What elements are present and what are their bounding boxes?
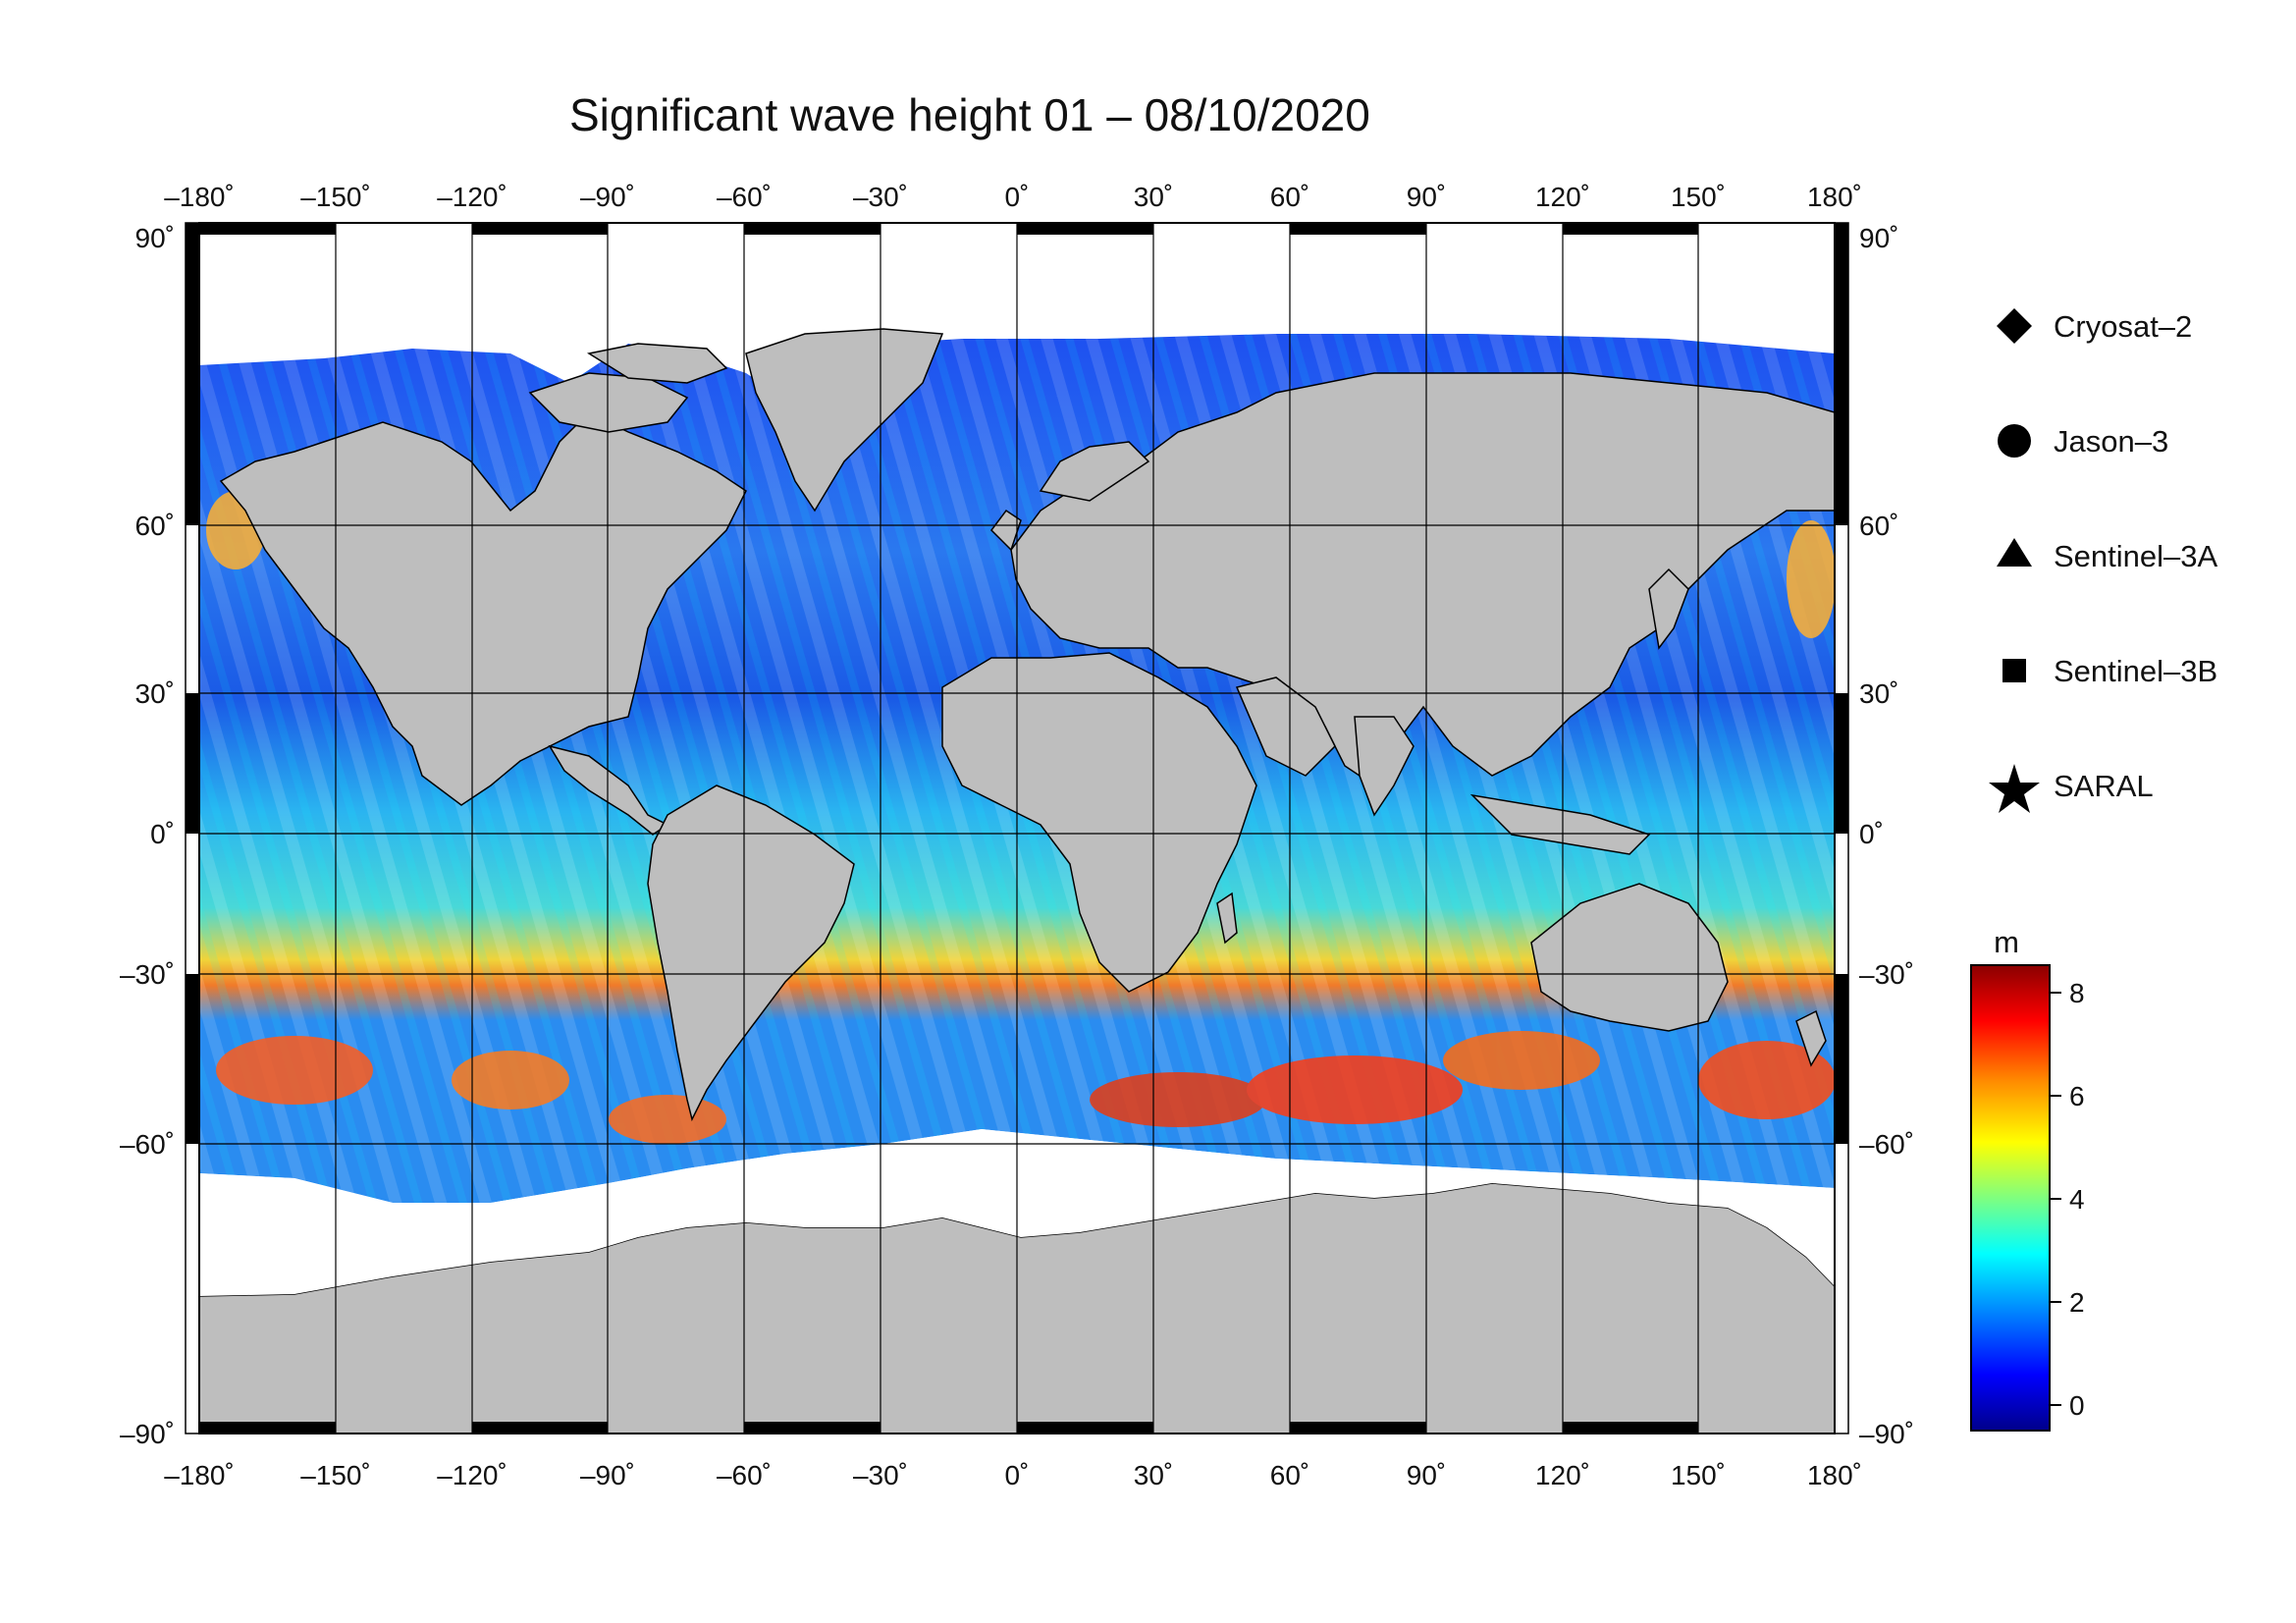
map-frame xyxy=(185,222,1849,1434)
diamond-icon xyxy=(1997,308,2032,344)
lon-tick: 30˚ xyxy=(1134,182,1173,212)
map-body xyxy=(199,223,1835,1434)
star-icon xyxy=(1989,764,2040,813)
lon-tick: –60˚ xyxy=(717,182,772,212)
colorbar-tick: 0 xyxy=(2069,1390,2085,1421)
lon-ticks-bottom: –180˚ –150˚ –120˚ –90˚ –60˚ –30˚ 0˚ 30˚ … xyxy=(164,1460,1862,1490)
lon-tick: 180˚ xyxy=(1807,1460,1862,1490)
map-title: Significant wave height 01 – 08/10/2020 xyxy=(569,89,1370,140)
lon-tick: –60˚ xyxy=(717,1460,772,1490)
lon-tick: 120˚ xyxy=(1535,1460,1590,1490)
lon-tick: –150˚ xyxy=(300,182,371,212)
lon-ticks-top: –180˚ –150˚ –120˚ –90˚ –60˚ –30˚ 0˚ 30˚ … xyxy=(164,182,1862,212)
lat-tick: –60˚ xyxy=(120,1129,175,1160)
lat-tick: 30˚ xyxy=(135,678,175,709)
lat-ticks-left: 90˚ 60˚ 30˚ 0˚ –30˚ –60˚ –90˚ xyxy=(120,223,175,1449)
colorbar-tick: 2 xyxy=(2069,1287,2085,1318)
colorbar-unit: m xyxy=(1994,925,2019,959)
lat-tick: –60˚ xyxy=(1859,1129,1914,1160)
colorbar: m 8 6 4 2 0 xyxy=(1970,925,2085,1432)
legend-label-cryosat: Cryosat–2 xyxy=(2054,309,2192,344)
lon-tick: –120˚ xyxy=(437,182,507,212)
eurasia xyxy=(1010,372,1835,787)
lat-tick: –90˚ xyxy=(1859,1419,1914,1449)
storm-band xyxy=(206,491,1835,1144)
lat-tick: –30˚ xyxy=(120,959,175,990)
lat-tick: 30˚ xyxy=(1859,678,1898,709)
lon-tick: 150˚ xyxy=(1671,182,1726,212)
lat-tick: 60˚ xyxy=(135,511,175,541)
lat-ticks-right: 90˚ 60˚ 30˚ 0˚ –30˚ –60˚ –90˚ xyxy=(1859,223,1914,1449)
north-america xyxy=(219,411,747,806)
lat-tick: –30˚ xyxy=(1859,959,1914,990)
lon-tick: 60˚ xyxy=(1270,1460,1309,1490)
lon-tick: –90˚ xyxy=(580,1460,635,1490)
colorbar-tick: 8 xyxy=(2069,978,2085,1008)
south-america xyxy=(647,784,855,1122)
lon-tick: 150˚ xyxy=(1671,1460,1726,1490)
legend-label-sentinel-3b: Sentinel–3B xyxy=(2054,654,2217,688)
circle-icon xyxy=(1998,424,2031,458)
triangle-icon xyxy=(1997,538,2032,567)
satellite-legend: Cryosat–2 Jason–3 Sentinel–3A Sentinel–3… xyxy=(1989,308,2218,813)
colorbar-tick: 4 xyxy=(2069,1184,2085,1215)
lon-tick: 60˚ xyxy=(1270,182,1309,212)
africa xyxy=(941,652,1257,993)
lon-tick: –90˚ xyxy=(580,182,635,212)
lat-tick: 0˚ xyxy=(1859,819,1884,849)
lat-tick: 90˚ xyxy=(135,223,175,253)
lon-tick: 120˚ xyxy=(1535,182,1590,212)
lon-tick: 30˚ xyxy=(1134,1460,1173,1490)
lon-tick: –150˚ xyxy=(300,1460,371,1490)
lon-tick: –30˚ xyxy=(853,1460,908,1490)
lon-tick: –180˚ xyxy=(164,1460,235,1490)
lon-tick: 90˚ xyxy=(1407,1460,1446,1490)
lat-tick: 90˚ xyxy=(1859,223,1898,253)
square-icon xyxy=(2002,659,2026,682)
graticule xyxy=(199,223,1835,1434)
greenland xyxy=(745,328,944,513)
lon-tick: 0˚ xyxy=(1005,182,1030,212)
lon-tick: 90˚ xyxy=(1407,182,1446,212)
legend-label-sentinel-3a: Sentinel–3A xyxy=(2054,539,2218,573)
lat-tick: –90˚ xyxy=(120,1419,175,1449)
australia xyxy=(1530,883,1729,1032)
lon-tick: 180˚ xyxy=(1807,182,1862,212)
legend-label-saral: SARAL xyxy=(2054,769,2154,803)
legend-label-jason: Jason–3 xyxy=(2054,424,2168,459)
lat-tick: 0˚ xyxy=(150,819,175,849)
lon-tick: –180˚ xyxy=(164,182,235,212)
lon-tick: 0˚ xyxy=(1005,1460,1030,1490)
lat-tick: 60˚ xyxy=(1859,511,1898,541)
colorbar-tick: 6 xyxy=(2069,1081,2085,1111)
lon-tick: –120˚ xyxy=(437,1460,507,1490)
lon-tick: –30˚ xyxy=(853,182,908,212)
